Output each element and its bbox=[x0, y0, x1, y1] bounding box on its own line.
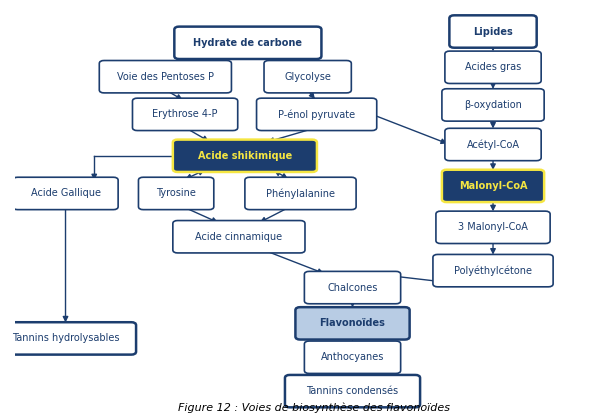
FancyBboxPatch shape bbox=[445, 128, 541, 161]
FancyBboxPatch shape bbox=[99, 60, 231, 93]
Text: β-oxydation: β-oxydation bbox=[464, 100, 522, 110]
Text: Figure 12 : Voies de biosynthèse des flavonoïdes: Figure 12 : Voies de biosynthèse des fla… bbox=[177, 402, 449, 412]
Text: Acide cinnamique: Acide cinnamique bbox=[195, 232, 282, 242]
Text: Chalcones: Chalcones bbox=[327, 283, 378, 293]
Text: Tyrosine: Tyrosine bbox=[156, 188, 196, 198]
FancyBboxPatch shape bbox=[173, 140, 317, 172]
Text: P-énol pyruvate: P-énol pyruvate bbox=[278, 109, 356, 120]
Text: Flavonoïdes: Flavonoïdes bbox=[319, 318, 386, 328]
Text: Phénylalanine: Phénylalanine bbox=[266, 188, 335, 198]
Text: Acide Gallique: Acide Gallique bbox=[31, 188, 101, 198]
Text: Lipides: Lipides bbox=[473, 27, 513, 37]
FancyBboxPatch shape bbox=[264, 60, 351, 93]
FancyBboxPatch shape bbox=[245, 177, 356, 210]
FancyBboxPatch shape bbox=[0, 322, 136, 354]
FancyBboxPatch shape bbox=[433, 254, 553, 287]
Text: Hydrate de carbone: Hydrate de carbone bbox=[193, 38, 302, 48]
FancyBboxPatch shape bbox=[139, 177, 214, 210]
Text: Erythrose 4-P: Erythrose 4-P bbox=[152, 109, 218, 119]
FancyBboxPatch shape bbox=[442, 89, 544, 121]
FancyBboxPatch shape bbox=[13, 177, 118, 210]
FancyBboxPatch shape bbox=[257, 98, 377, 131]
FancyBboxPatch shape bbox=[174, 27, 321, 59]
Text: Acide shikimique: Acide shikimique bbox=[198, 151, 292, 161]
FancyBboxPatch shape bbox=[445, 51, 541, 83]
Text: Malonyl-CoA: Malonyl-CoA bbox=[459, 181, 527, 191]
FancyBboxPatch shape bbox=[436, 211, 550, 244]
Text: Voie des Pentoses P: Voie des Pentoses P bbox=[117, 72, 214, 82]
Text: Tannins condensés: Tannins condensés bbox=[306, 386, 398, 396]
FancyBboxPatch shape bbox=[305, 341, 401, 374]
Text: 3 Malonyl-CoA: 3 Malonyl-CoA bbox=[458, 222, 528, 232]
Text: Glycolyse: Glycolyse bbox=[284, 72, 331, 82]
Text: Acides gras: Acides gras bbox=[465, 62, 521, 72]
Text: Tannins hydrolysables: Tannins hydrolysables bbox=[12, 334, 119, 344]
FancyBboxPatch shape bbox=[295, 307, 410, 339]
FancyBboxPatch shape bbox=[133, 98, 238, 131]
FancyBboxPatch shape bbox=[442, 170, 544, 202]
FancyBboxPatch shape bbox=[449, 15, 537, 48]
Text: Anthocyanes: Anthocyanes bbox=[321, 352, 384, 362]
Text: Polyéthylcétone: Polyéthylcétone bbox=[454, 265, 532, 276]
FancyBboxPatch shape bbox=[305, 271, 401, 304]
Text: Acétyl-CoA: Acétyl-CoA bbox=[467, 139, 519, 150]
FancyBboxPatch shape bbox=[173, 221, 305, 253]
FancyBboxPatch shape bbox=[285, 375, 420, 407]
